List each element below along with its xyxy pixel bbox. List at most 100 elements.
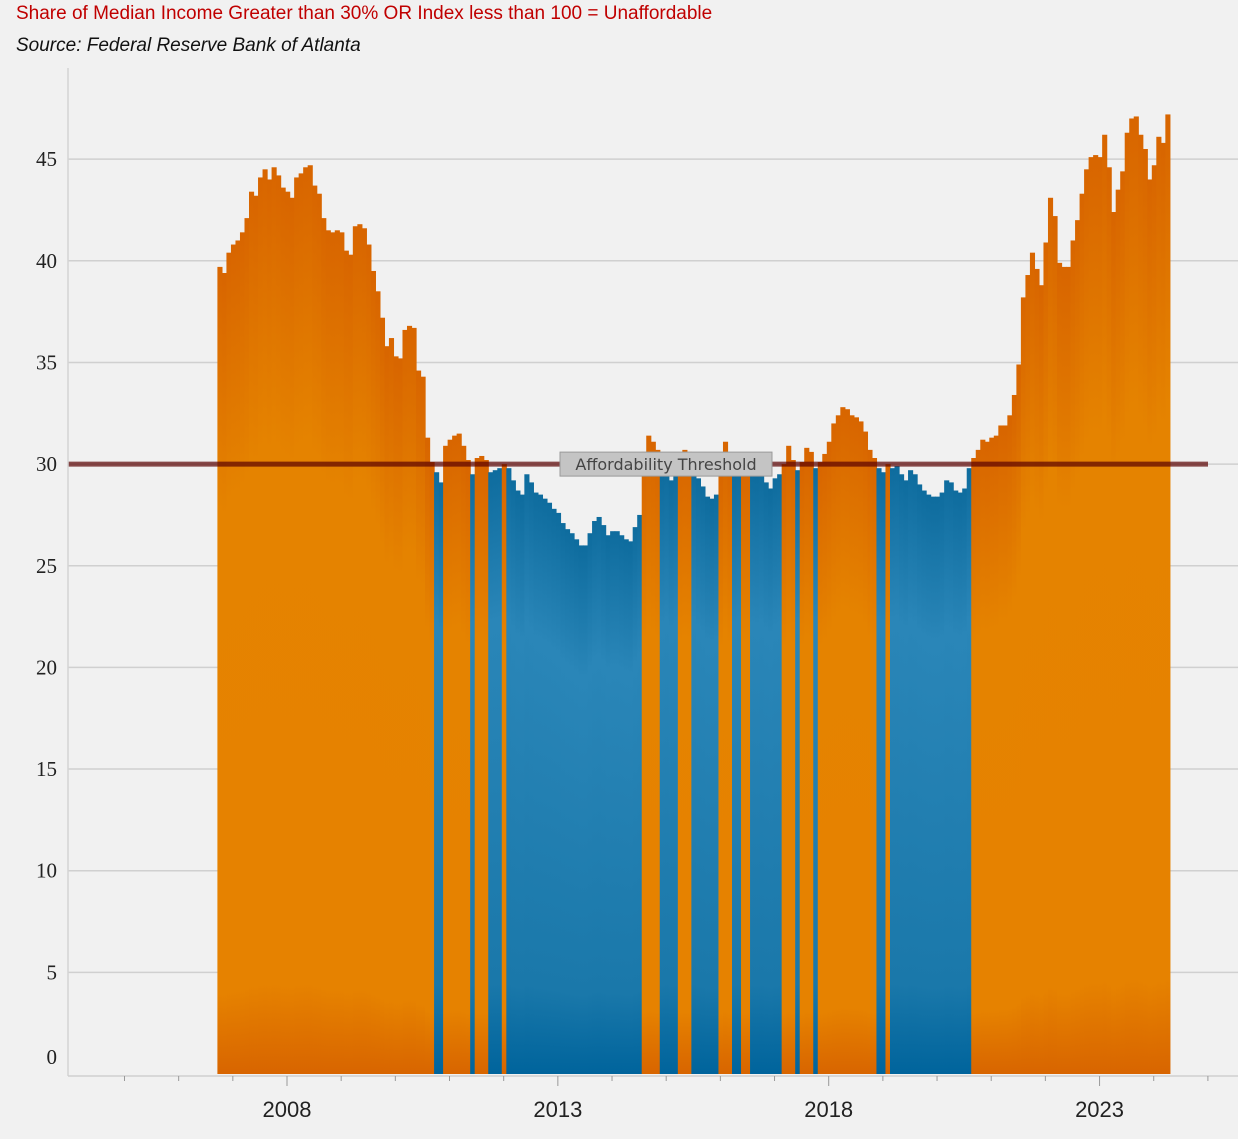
bar bbox=[953, 490, 959, 1074]
bar bbox=[732, 474, 738, 1074]
bar bbox=[912, 474, 918, 1074]
bar bbox=[605, 535, 611, 1074]
bar bbox=[1016, 364, 1022, 1075]
bar bbox=[258, 177, 264, 1074]
bar bbox=[650, 441, 656, 1074]
bar bbox=[596, 516, 602, 1074]
bar bbox=[921, 490, 927, 1074]
bar bbox=[470, 474, 476, 1074]
bar bbox=[722, 441, 729, 1074]
bar bbox=[379, 317, 386, 1075]
bar bbox=[957, 492, 963, 1074]
bar bbox=[1124, 132, 1130, 1075]
bar bbox=[1029, 252, 1036, 1075]
bar bbox=[434, 472, 440, 1075]
x-tick-label: 2023 bbox=[1075, 1097, 1124, 1122]
bar bbox=[980, 439, 986, 1074]
bar bbox=[267, 179, 273, 1075]
y-tick-label: 10 bbox=[36, 859, 57, 883]
bar bbox=[835, 415, 841, 1074]
bar bbox=[1138, 134, 1144, 1074]
bar bbox=[1079, 193, 1085, 1074]
bar bbox=[515, 490, 521, 1074]
bar bbox=[944, 480, 950, 1074]
bar bbox=[244, 218, 250, 1075]
bar bbox=[998, 425, 1004, 1075]
bar bbox=[425, 437, 431, 1074]
bar bbox=[1102, 134, 1108, 1074]
bar bbox=[880, 472, 887, 1075]
bar bbox=[1061, 266, 1067, 1074]
bar bbox=[700, 486, 706, 1075]
bar bbox=[849, 415, 855, 1074]
bar bbox=[632, 527, 638, 1074]
bar bbox=[1160, 142, 1166, 1074]
bar bbox=[750, 474, 756, 1074]
bar bbox=[804, 447, 810, 1075]
bar bbox=[894, 466, 900, 1074]
bar bbox=[357, 224, 363, 1074]
bar bbox=[754, 476, 760, 1074]
bar bbox=[239, 232, 246, 1075]
bar bbox=[1142, 148, 1148, 1075]
bar bbox=[416, 370, 422, 1075]
bar bbox=[641, 451, 647, 1074]
bar bbox=[1156, 136, 1162, 1075]
bar bbox=[817, 462, 823, 1074]
bar bbox=[393, 356, 399, 1075]
bar bbox=[1115, 189, 1121, 1074]
bar bbox=[989, 437, 995, 1074]
bar bbox=[777, 474, 783, 1074]
bar bbox=[655, 449, 661, 1074]
y-tick-label: 45 bbox=[36, 147, 57, 171]
bar bbox=[1120, 171, 1126, 1075]
bar bbox=[488, 472, 494, 1075]
bar bbox=[343, 250, 349, 1074]
bar bbox=[686, 451, 692, 1074]
bar bbox=[506, 468, 512, 1074]
bar bbox=[962, 488, 968, 1074]
y-tick-label: 25 bbox=[36, 554, 57, 578]
bar bbox=[235, 240, 241, 1075]
bar bbox=[619, 535, 625, 1074]
bar bbox=[781, 464, 787, 1075]
bar bbox=[718, 464, 724, 1075]
bar bbox=[406, 325, 413, 1074]
bar bbox=[727, 458, 733, 1074]
bar bbox=[1025, 275, 1031, 1074]
bar bbox=[1057, 262, 1063, 1075]
bar bbox=[1020, 297, 1026, 1074]
bar bbox=[316, 193, 322, 1074]
bar bbox=[298, 173, 304, 1074]
bar bbox=[768, 488, 774, 1074]
bar bbox=[321, 218, 327, 1075]
bar bbox=[745, 455, 751, 1075]
bar bbox=[420, 376, 426, 1074]
bar bbox=[813, 468, 819, 1074]
bar bbox=[763, 482, 769, 1074]
bar bbox=[790, 460, 796, 1074]
bar bbox=[285, 191, 291, 1074]
x-tick-label: 2018 bbox=[804, 1097, 853, 1122]
bar bbox=[673, 474, 679, 1074]
bar bbox=[704, 496, 711, 1074]
bar bbox=[826, 441, 832, 1074]
bar bbox=[443, 445, 449, 1074]
bar bbox=[592, 521, 598, 1074]
bar bbox=[411, 327, 417, 1074]
bar bbox=[537, 494, 544, 1075]
bar bbox=[474, 458, 480, 1074]
bar bbox=[1066, 266, 1072, 1074]
bar bbox=[975, 449, 981, 1074]
bar bbox=[366, 244, 372, 1075]
y-tick-label: 15 bbox=[36, 757, 57, 781]
bar bbox=[339, 232, 345, 1075]
bar bbox=[1052, 216, 1058, 1074]
bar bbox=[429, 462, 435, 1074]
y-tick-label: 20 bbox=[36, 655, 57, 679]
bar bbox=[759, 472, 765, 1075]
threshold-label-box bbox=[559, 451, 773, 477]
bar bbox=[867, 449, 873, 1074]
bar bbox=[492, 470, 498, 1074]
